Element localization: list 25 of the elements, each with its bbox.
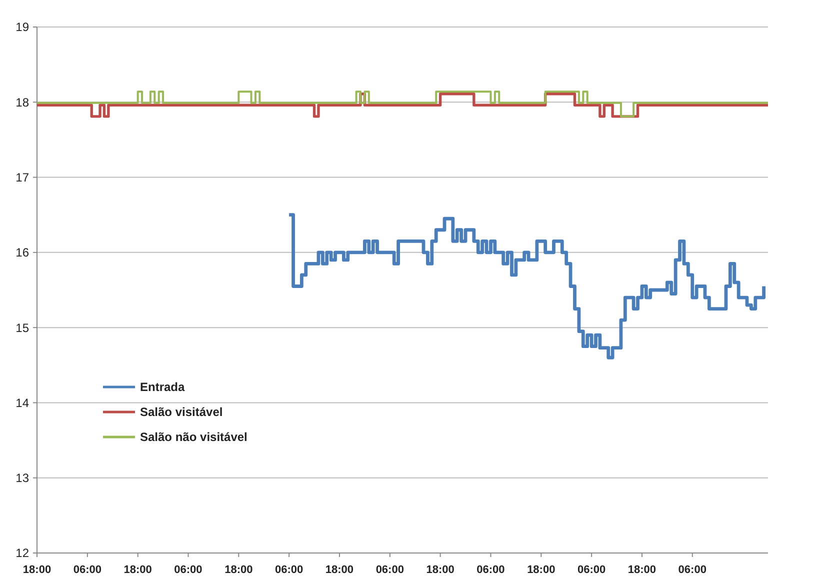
x-tick-label: 18:00: [22, 564, 52, 576]
y-tick-label: 18: [16, 95, 30, 110]
x-tick-label: 18:00: [628, 564, 656, 576]
y-tick-label: 14: [16, 396, 30, 410]
x-tick-label: 06:00: [376, 564, 404, 576]
x-tick-label: 18:00: [124, 564, 152, 576]
x-tick-label: 06:00: [678, 564, 706, 576]
x-tick-label: 06:00: [577, 564, 606, 576]
x-tick-label: 06:00: [174, 564, 202, 576]
legend-label: Salão visitável: [140, 405, 223, 420]
y-tick-label: 15: [16, 320, 30, 335]
legend-label: Salão não visitável: [140, 430, 248, 444]
y-tick-label: 12: [16, 546, 30, 560]
x-tick-label: 06:00: [275, 564, 304, 576]
y-tick-label: 13: [16, 471, 30, 486]
x-tick-label: 18:00: [224, 564, 253, 576]
y-tick-label: 17: [16, 170, 30, 184]
x-tick-label: 18:00: [527, 564, 556, 576]
x-tick-label: 18:00: [325, 564, 354, 576]
y-tick-label: 19: [16, 20, 30, 34]
y-tick-label: 16: [16, 246, 30, 260]
x-tick-label: 06:00: [476, 564, 505, 576]
legend-label: Entrada: [140, 380, 186, 394]
x-tick-label: 06:00: [73, 564, 102, 576]
x-tick-label: 18:00: [426, 564, 454, 576]
